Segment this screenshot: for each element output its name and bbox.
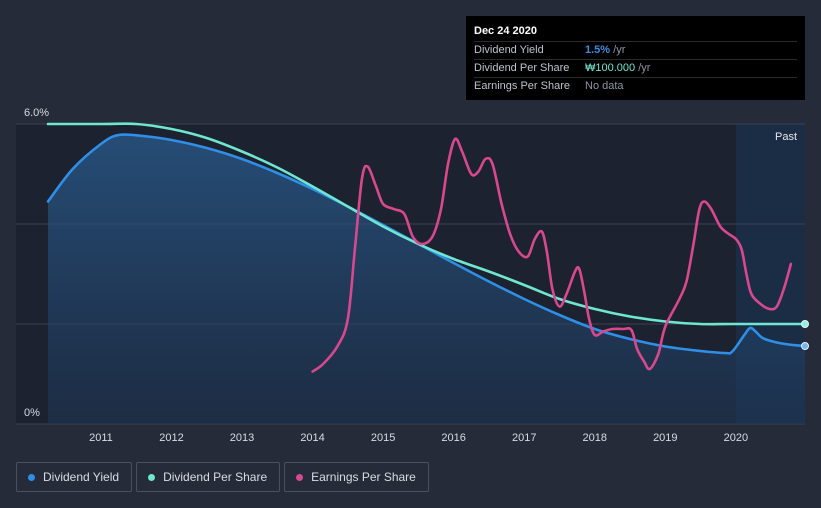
x-tick-label: 2016 [441, 432, 465, 444]
x-tick-label: 2015 [371, 432, 395, 444]
series-end-dots [801, 320, 809, 350]
legend-dot-icon [296, 473, 304, 481]
legend-label: Dividend Yield [43, 470, 120, 484]
dividend-yield-area [48, 134, 805, 424]
tooltip-unit: /yr [635, 62, 651, 74]
series-lines [46, 122, 807, 373]
legend-label: Earnings Per Share [311, 470, 416, 484]
legend-dot-icon [28, 473, 35, 481]
y-tick-label: 6.0% [24, 107, 49, 119]
tooltip-value-wrap: ₩100.000 /yr [585, 60, 650, 77]
series-line-dividend-yield [46, 133, 807, 355]
tooltip-row-earnings-per-share: Earnings Per Share No data [474, 77, 797, 95]
legend-item-dividend-yield[interactable]: Dividend Yield [16, 462, 133, 492]
tooltip-value: ₩100.000 [585, 62, 636, 74]
legend: Dividend Yield Dividend Per Share Earnin… [16, 462, 429, 492]
series-end-dot [801, 320, 809, 328]
x-tick-label: 2011 [89, 432, 113, 444]
tooltip-row-dividend-per-share: Dividend Per Share ₩100.000 /yr [474, 59, 797, 77]
x-tick-label: 2019 [653, 432, 677, 444]
y-tick-labels: 0% 6.0% [24, 107, 49, 419]
x-tick-labels: 2011 2012 2013 2014 2015 2016 2017 2018 2019 2020 [89, 432, 748, 444]
x-tick-label: 2012 [159, 432, 183, 444]
past-label: Past [775, 131, 797, 143]
tooltip-label: Dividend Yield [474, 44, 544, 56]
legend-dot-icon [148, 473, 156, 481]
x-tick-label: 2020 [724, 432, 748, 444]
tooltip-value: No data [585, 80, 624, 92]
legend-item-earnings-per-share[interactable]: Earnings Per Share [284, 462, 429, 492]
tooltip-value-wrap: 1.5% /yr [585, 42, 625, 59]
tooltip-label: Dividend Per Share [474, 62, 570, 74]
series-line-earnings-per-share [311, 137, 793, 373]
tooltip-label: Earnings Per Share [474, 80, 570, 92]
tooltip-value: 1.5% [585, 44, 611, 56]
x-tick-label: 2014 [300, 432, 324, 444]
x-tick-label: 2013 [230, 432, 254, 444]
x-tick-label: 2017 [512, 432, 536, 444]
tooltip-date: Dec 24 2020 [474, 25, 537, 37]
series-end-dot [801, 342, 809, 350]
tooltip-panel: Dec 24 2020 Dividend Yield 1.5% /yr Divi… [466, 16, 805, 100]
legend-item-dividend-per-share[interactable]: Dividend Per Share [136, 462, 281, 492]
x-tick-label: 2018 [583, 432, 607, 444]
legend-label: Dividend Per Share [163, 470, 268, 484]
tooltip-unit: /yr [610, 44, 626, 56]
tooltip-row-dividend-yield: Dividend Yield 1.5% /yr [474, 41, 797, 59]
y-tick-label: 0% [24, 407, 40, 419]
